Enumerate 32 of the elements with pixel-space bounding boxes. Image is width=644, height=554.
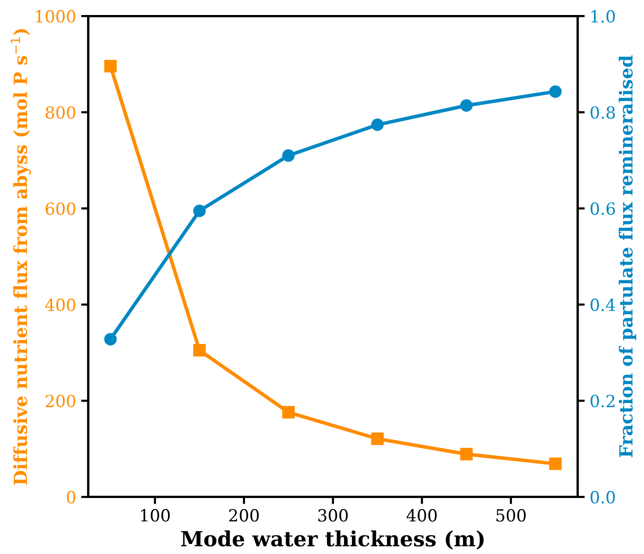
point [104, 332, 117, 346]
y2-tick-label: 0.2 [590, 394, 614, 408]
y-tick-label: 400 [45, 298, 76, 312]
x-tick-label: 300 [318, 509, 348, 522]
point [193, 344, 206, 357]
y2-tick-label: 1.0 [592, 10, 615, 23]
y2-tick-label: 0.6 [590, 202, 615, 215]
x-tick-label: 500 [496, 509, 526, 522]
point [549, 85, 562, 98]
y2-axis-title: Fraction of partulate flux remineralised [618, 55, 636, 458]
y-tick-label: 1000 [36, 10, 76, 23]
x-axis-title: Mode water thickness (m) [181, 530, 484, 550]
y-tick-label: 800 [46, 106, 76, 119]
x-tick-label: 100 [141, 509, 170, 522]
x-tick-label: 400 [406, 509, 437, 522]
y-tick-label: 0 [66, 490, 76, 504]
x-tick-label: 200 [229, 509, 259, 522]
point [104, 60, 117, 72]
point [460, 448, 473, 460]
point [460, 99, 473, 112]
y-axis-title: Diffusive nutrient flux from abyss (mol P s$^{−1}$) [10, 29, 31, 485]
point [549, 458, 562, 470]
point [282, 149, 295, 162]
y-tick-label: 600 [46, 202, 76, 215]
point [371, 118, 384, 131]
y2-tick-label: 0.8 [590, 106, 615, 119]
y2-tick-label: 0.4 [590, 298, 616, 312]
point [371, 432, 384, 446]
point [193, 204, 206, 218]
y2-tick-label: 0.0 [590, 490, 615, 504]
point [282, 406, 295, 419]
y-tick-label: 200 [46, 394, 76, 408]
